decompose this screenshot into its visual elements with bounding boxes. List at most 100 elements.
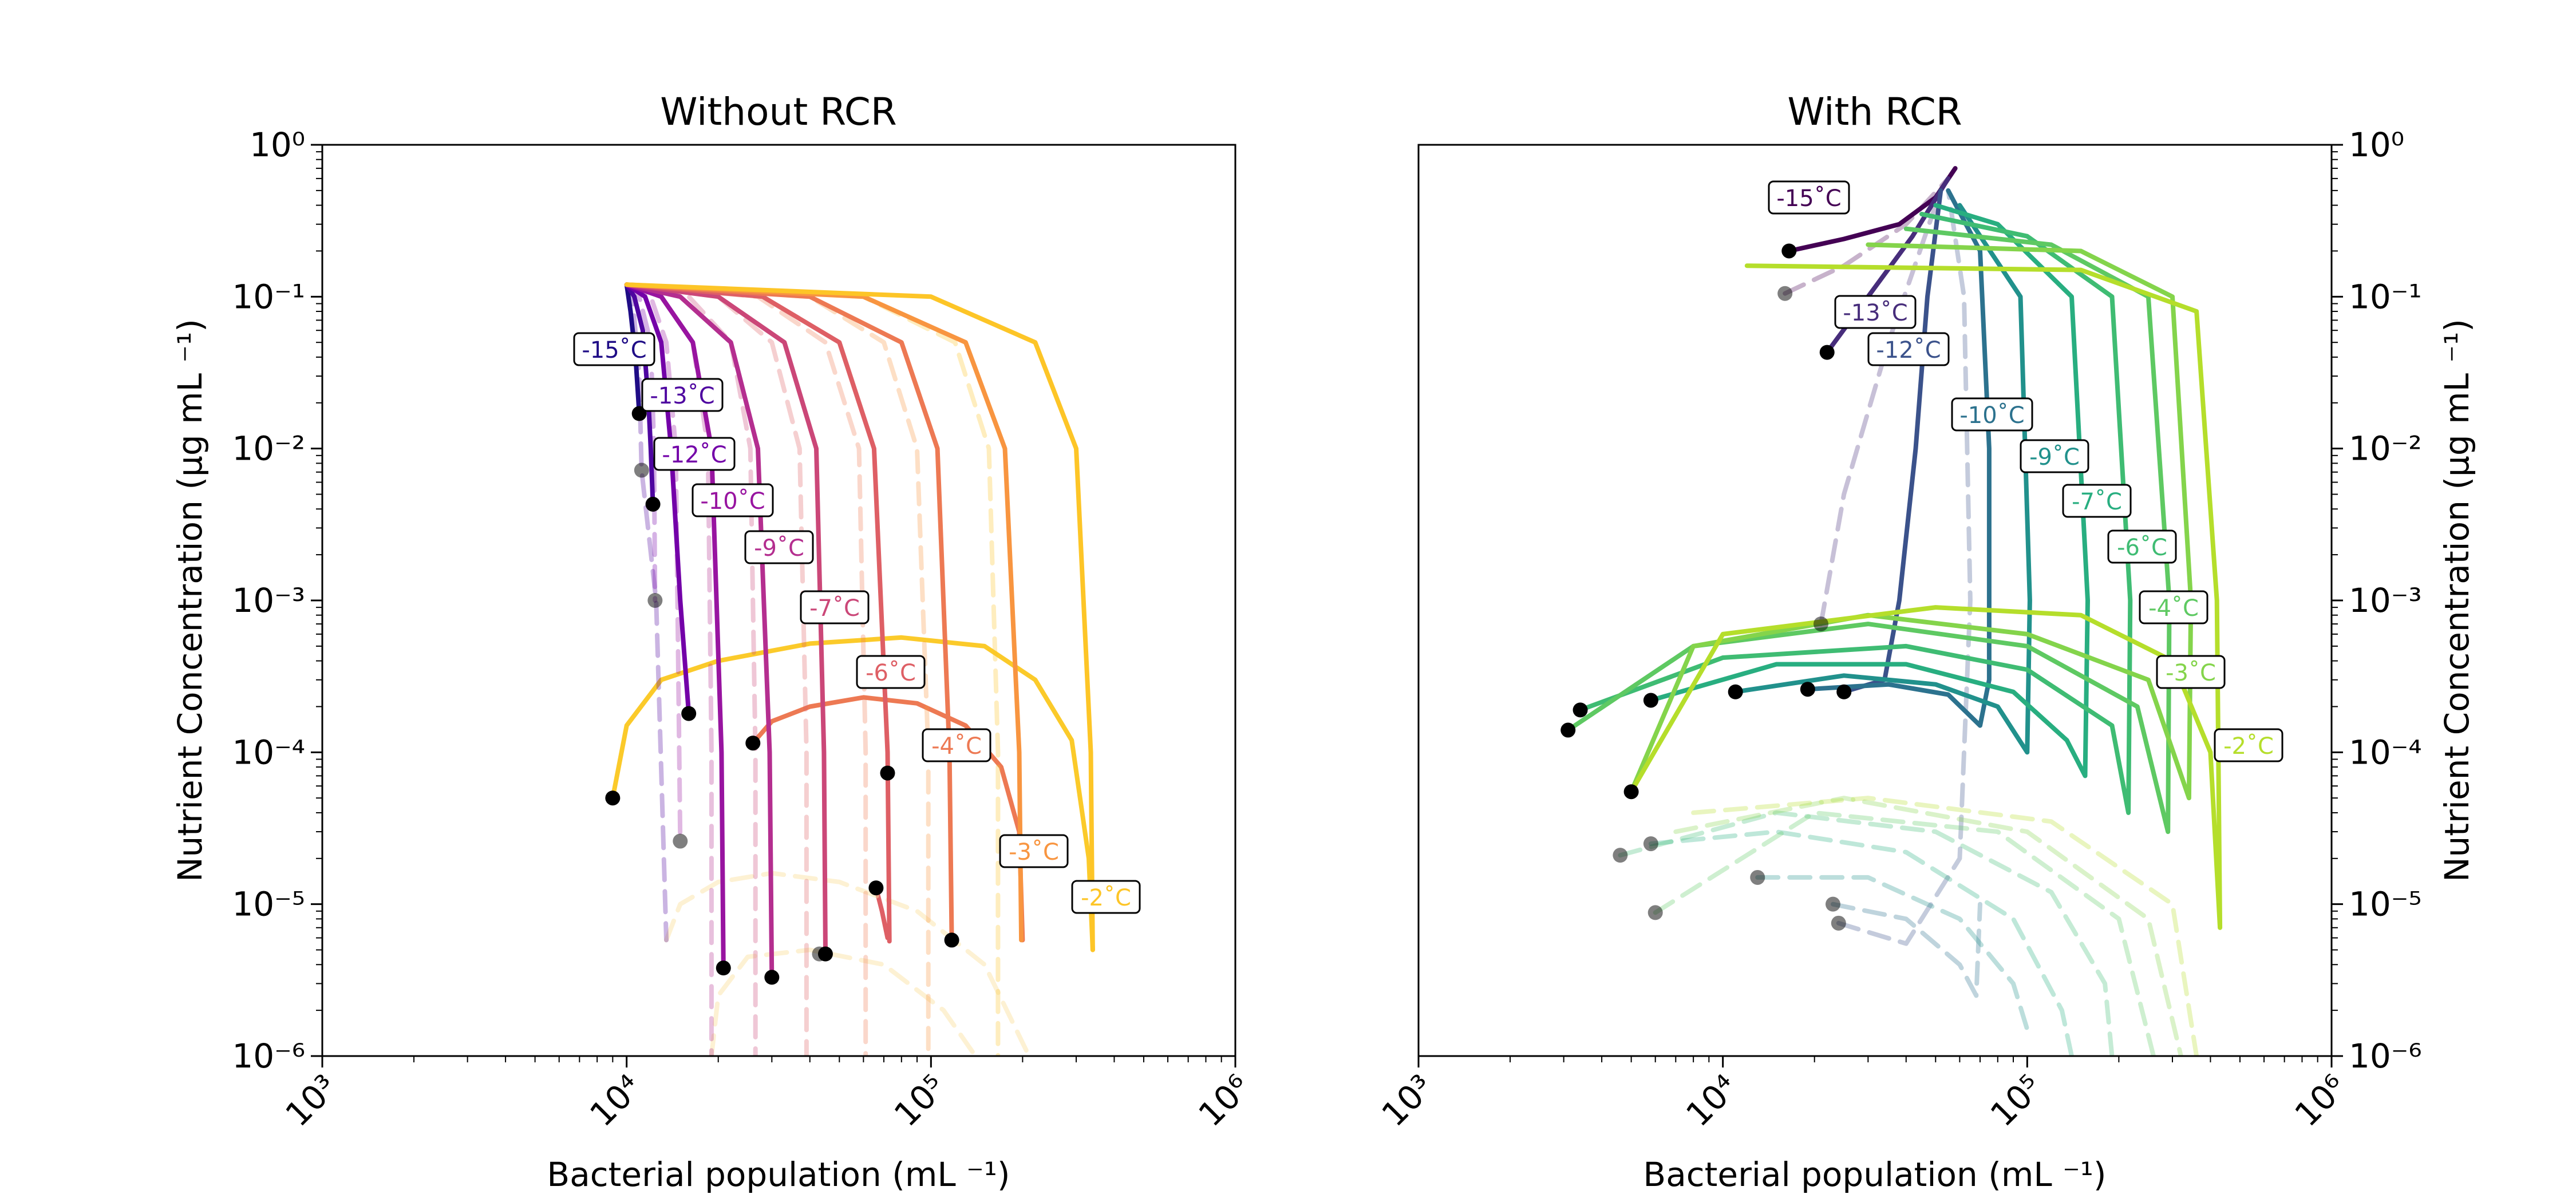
dashed-end-point-marker	[1647, 905, 1663, 920]
x-axis-label: Bacterial population (mL ⁻¹)	[547, 1155, 1010, 1194]
extra-curve	[610, 635, 1095, 952]
series-label-text: -2˚C	[1081, 885, 1131, 911]
series-label-text: -10˚C	[1959, 402, 2024, 429]
series-line	[624, 282, 892, 944]
series-label-text: -7˚C	[809, 595, 860, 622]
series-label: -13˚C	[641, 378, 724, 412]
y-tick-label: 10⁻⁴	[232, 733, 305, 772]
dashed-series-line	[1653, 810, 2156, 1056]
series-label-text: -6˚C	[866, 660, 916, 686]
dashed-series-line	[1831, 902, 1982, 998]
x-tick-label: 10⁴	[582, 1067, 649, 1134]
dashed-series-line	[1648, 829, 2074, 1056]
dashed-end-point-marker	[1777, 286, 1793, 301]
series-label-text: -3˚C	[1009, 839, 1059, 865]
end-point-marker	[745, 736, 761, 751]
dashed-series-line	[1691, 796, 2199, 1056]
extra-curve	[664, 871, 1032, 1056]
dashed-series-line	[1673, 796, 2183, 1056]
series-label: -7˚C	[2062, 484, 2132, 518]
end-point-marker	[1800, 682, 1815, 697]
axes-frame	[321, 144, 1236, 1057]
series-label: -12˚C	[653, 437, 736, 471]
x-tick-label: 10⁴	[1678, 1067, 1745, 1134]
dashed-series-line	[1819, 203, 1938, 627]
end-point-marker	[817, 946, 833, 962]
y-tick-label: 10⁻¹	[232, 277, 305, 316]
dashed-series-line	[1618, 810, 2115, 1056]
series-line	[624, 282, 828, 956]
series-label: -10˚C	[692, 483, 774, 517]
series-line	[1629, 263, 2223, 930]
dashed-end-point-marker	[634, 462, 649, 478]
end-point-marker	[1781, 243, 1797, 259]
x-tick-label: 10⁵	[887, 1067, 954, 1134]
end-point-marker	[716, 960, 731, 976]
y-axis-label: Nutrient Concentration (μg mL ⁻¹)	[2437, 319, 2476, 882]
series-label-text: -10˚C	[700, 488, 765, 515]
y-tick-label: 10⁻¹	[2349, 277, 2422, 316]
series-label: -3˚C	[2156, 655, 2226, 689]
axes: 10³ 10⁴ 10⁵ 10⁶ 10⁻⁶ 10⁻⁵ 10⁻⁴ 10⁻³ 10⁻² 10⁻¹ 10⁰	[232, 125, 1258, 1134]
y-tick-label: 10⁰	[2349, 125, 2404, 164]
series-label: -4˚C	[2139, 590, 2208, 624]
y-tick-label: 10⁻⁵	[232, 885, 305, 924]
end-point-marker	[1560, 722, 1576, 738]
end-point-marker	[605, 790, 621, 806]
series-line	[1578, 212, 2133, 815]
series-label: -12˚C	[1867, 332, 1950, 366]
series-label-text: -9˚C	[754, 535, 804, 562]
series-line	[624, 282, 655, 507]
y-tick-label: 10⁻⁶	[232, 1037, 305, 1076]
dashed-end-point-marker	[1813, 616, 1828, 632]
end-point-marker	[1836, 684, 1852, 699]
y-tick-label: 10⁰	[250, 125, 305, 164]
dashed-end-point-marker	[1831, 915, 1846, 931]
series-label-text: -3˚C	[2166, 660, 2216, 686]
end-point-marker	[880, 765, 895, 781]
dashed-end-point-marker	[647, 593, 663, 608]
x-tick-label: 10⁶	[2287, 1067, 2354, 1134]
end-point-marker	[1819, 345, 1835, 360]
series-line	[624, 282, 1095, 952]
series-label: -6˚C	[856, 655, 926, 689]
series-label: -2˚C	[2214, 728, 2283, 762]
dashed-end-point-marker	[1825, 896, 1840, 912]
panel-title: Without RCR	[660, 90, 896, 134]
series-line	[1629, 242, 2194, 801]
end-point-marker	[645, 496, 661, 512]
series-label: -15˚C	[1768, 180, 1850, 215]
series-label: -6˚C	[2107, 529, 2177, 564]
x-tick-label: 10³	[278, 1067, 345, 1134]
end-point-marker	[868, 880, 884, 896]
dashed-series-line	[624, 282, 669, 943]
dashed-end-point-marker	[673, 833, 688, 849]
end-point-marker	[1728, 684, 1743, 699]
x-tick-label: 10⁵	[1983, 1067, 2050, 1134]
end-point-marker	[1643, 693, 1658, 708]
end-point-marker	[681, 706, 697, 721]
x-axis-label: Bacterial population (mL ⁻¹)	[1643, 1155, 2106, 1194]
series-line	[1648, 203, 2090, 778]
series-label-text: -7˚C	[2072, 489, 2122, 515]
series-label: -7˚C	[800, 590, 870, 624]
panel-title: With RCR	[1787, 90, 1962, 134]
series-line	[1733, 203, 2032, 755]
series-label-text: -4˚C	[931, 733, 982, 760]
y-tick-label: 10⁻⁴	[2349, 733, 2422, 772]
dashed-end-point-marker	[1643, 836, 1658, 852]
end-point-marker	[764, 970, 780, 985]
series-line	[1566, 226, 2172, 835]
series-label-text: -13˚C	[650, 383, 714, 409]
extra-curve	[709, 947, 978, 1056]
series-label-text: -12˚C	[1876, 337, 1941, 363]
y-axis-label: Nutrient Concentration (μg mL ⁻¹)	[171, 319, 210, 882]
series-label-text: -12˚C	[662, 442, 726, 468]
extra-curve	[750, 695, 1025, 943]
panel-without-rcr: Without RCR Bacterial population (mL ⁻¹)…	[171, 90, 1258, 1194]
series-label: -9˚C	[2020, 439, 2089, 473]
series-label-text: -15˚C	[582, 337, 646, 363]
series-label-text: -9˚C	[2029, 444, 2080, 470]
dashed-end-point-marker	[1750, 869, 1765, 885]
series-label: -9˚C	[744, 530, 814, 564]
